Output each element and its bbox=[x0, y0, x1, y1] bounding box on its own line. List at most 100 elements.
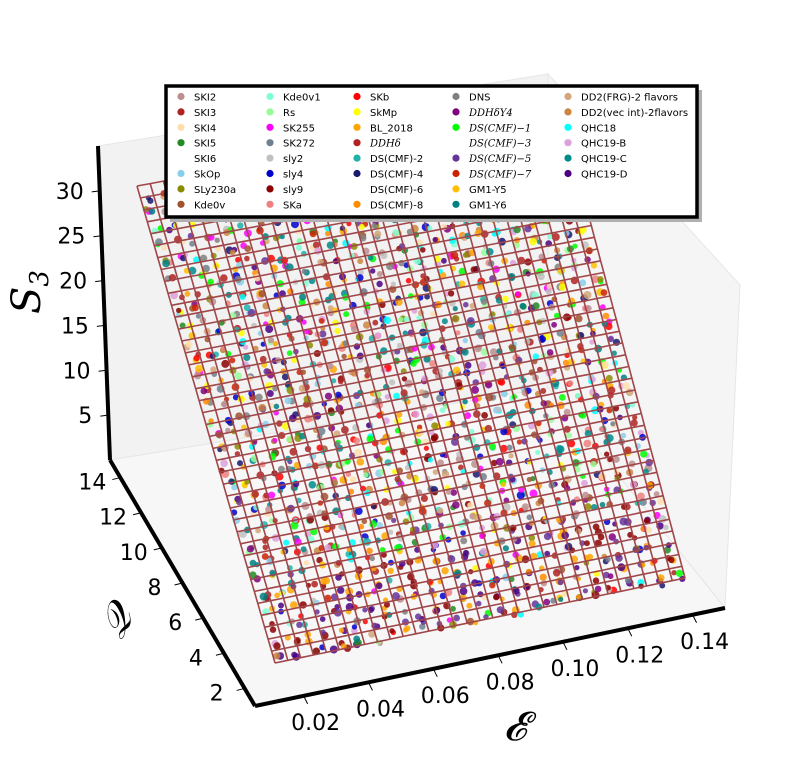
legend-marker bbox=[266, 108, 274, 116]
scatter-point bbox=[432, 237, 438, 243]
legend-label: QHC19-C bbox=[581, 154, 627, 165]
scatter-point bbox=[279, 290, 286, 297]
scatter-point bbox=[375, 332, 382, 339]
y-tick-mark bbox=[174, 582, 183, 586]
scatter-point bbox=[363, 472, 369, 478]
surface-line-v bbox=[198, 318, 617, 402]
z-tick-label: 10 bbox=[63, 359, 91, 384]
legend-marker bbox=[177, 169, 185, 178]
scatter-point bbox=[406, 473, 413, 480]
scatter-point bbox=[320, 339, 329, 347]
scatter-point bbox=[324, 544, 332, 551]
scatter-point bbox=[441, 470, 450, 479]
scatter-point bbox=[259, 355, 267, 363]
surface-line-v bbox=[181, 260, 601, 342]
scatter-point bbox=[630, 419, 638, 427]
scatter-point bbox=[326, 241, 335, 249]
legend-label: DS(CMF)-8 bbox=[370, 200, 423, 211]
scatter-point bbox=[462, 399, 468, 405]
scatter-point bbox=[546, 283, 552, 290]
scatter-point bbox=[427, 457, 433, 463]
scatter-point bbox=[283, 539, 290, 546]
legend-marker bbox=[564, 123, 572, 131]
scatter-point bbox=[343, 311, 350, 318]
scatter-point bbox=[467, 502, 474, 509]
scatter-point bbox=[496, 606, 504, 614]
scatter-point bbox=[445, 489, 452, 495]
legend-marker bbox=[177, 185, 185, 193]
scatter-point bbox=[349, 476, 357, 483]
scatter-point bbox=[584, 430, 592, 437]
y-tick-label: 10 bbox=[120, 541, 148, 566]
scatter-point bbox=[437, 507, 444, 514]
scatter-point bbox=[371, 222, 377, 229]
scatter-point bbox=[289, 601, 298, 609]
scatter-point bbox=[526, 514, 533, 521]
scatter-point bbox=[268, 491, 276, 499]
scatter-point bbox=[439, 407, 446, 413]
scatter-point bbox=[529, 237, 537, 246]
scatter-point bbox=[607, 573, 614, 580]
z-axis-label-group: S3 bbox=[4, 270, 55, 314]
legend-marker bbox=[353, 200, 361, 208]
scatter-point bbox=[508, 344, 514, 350]
scatter-point bbox=[663, 524, 669, 531]
scatter-point bbox=[519, 302, 526, 310]
scatter-point bbox=[583, 439, 592, 448]
scatter-point bbox=[427, 225, 433, 231]
scatter-point bbox=[489, 443, 496, 451]
scatter-point bbox=[387, 529, 394, 535]
scatter-point bbox=[528, 534, 536, 542]
legend-label: DDHδY4 bbox=[468, 108, 513, 119]
scatter-point bbox=[416, 424, 423, 430]
scatter-point bbox=[452, 306, 458, 312]
scatter-point bbox=[265, 325, 274, 334]
z-tick-mark bbox=[100, 414, 109, 417]
scatter-point bbox=[368, 630, 376, 638]
scatter-point bbox=[515, 291, 521, 297]
scatter-point bbox=[380, 252, 388, 260]
scatter-point bbox=[401, 376, 408, 382]
scatter-point bbox=[604, 451, 610, 457]
scatter-point bbox=[508, 453, 514, 459]
scatter-point bbox=[231, 484, 238, 491]
scatter-point bbox=[337, 586, 345, 594]
scatter-point bbox=[464, 361, 472, 369]
scatter-point bbox=[553, 312, 561, 320]
scatter-point bbox=[375, 582, 383, 590]
scatter-point bbox=[358, 523, 365, 530]
legend-label: Kde0v1 bbox=[283, 93, 321, 104]
y-tick-label: 12 bbox=[99, 506, 127, 531]
y-tick-mark bbox=[215, 652, 225, 656]
scatter-point bbox=[357, 269, 364, 276]
scatter-point bbox=[581, 479, 588, 487]
scatter-point bbox=[445, 421, 451, 427]
scatter-point bbox=[362, 607, 368, 613]
scatter-point bbox=[458, 280, 466, 288]
surface-line-v bbox=[226, 412, 642, 497]
scatter-point bbox=[420, 494, 428, 502]
y-tick-label: 8 bbox=[148, 576, 162, 601]
legend-marker bbox=[266, 123, 274, 131]
scatter-point bbox=[460, 530, 466, 536]
scatter-point bbox=[396, 342, 403, 349]
scatter-point bbox=[516, 439, 523, 445]
legend-marker bbox=[452, 200, 460, 208]
legend-label: DS(CMF)−5 bbox=[468, 154, 531, 165]
scatter-point bbox=[258, 403, 267, 412]
scatter-point bbox=[308, 481, 317, 489]
scatter-point bbox=[469, 303, 476, 309]
z-axis-label-main: S bbox=[4, 287, 50, 314]
scatter-point bbox=[327, 362, 334, 370]
scatter-point bbox=[281, 373, 289, 381]
legend-label: DS(CMF)-4 bbox=[370, 170, 423, 181]
scatter-point bbox=[488, 324, 494, 331]
scatter-point bbox=[376, 522, 383, 529]
x-tick-mark bbox=[432, 668, 438, 678]
scatter-point bbox=[539, 573, 547, 581]
legend-label: Rs bbox=[283, 108, 295, 119]
scatter-point bbox=[463, 549, 469, 556]
legend-marker bbox=[353, 154, 361, 162]
scatter-point bbox=[393, 392, 400, 400]
scatter-point bbox=[277, 465, 285, 473]
